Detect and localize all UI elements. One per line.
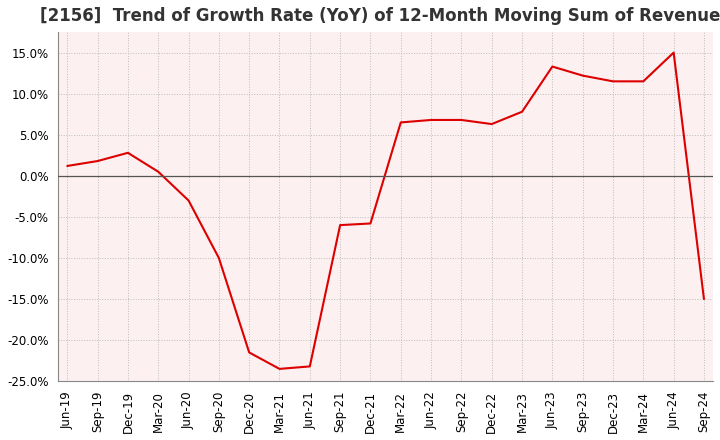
Title: [2156]  Trend of Growth Rate (YoY) of 12-Month Moving Sum of Revenues: [2156] Trend of Growth Rate (YoY) of 12-… bbox=[40, 7, 720, 25]
